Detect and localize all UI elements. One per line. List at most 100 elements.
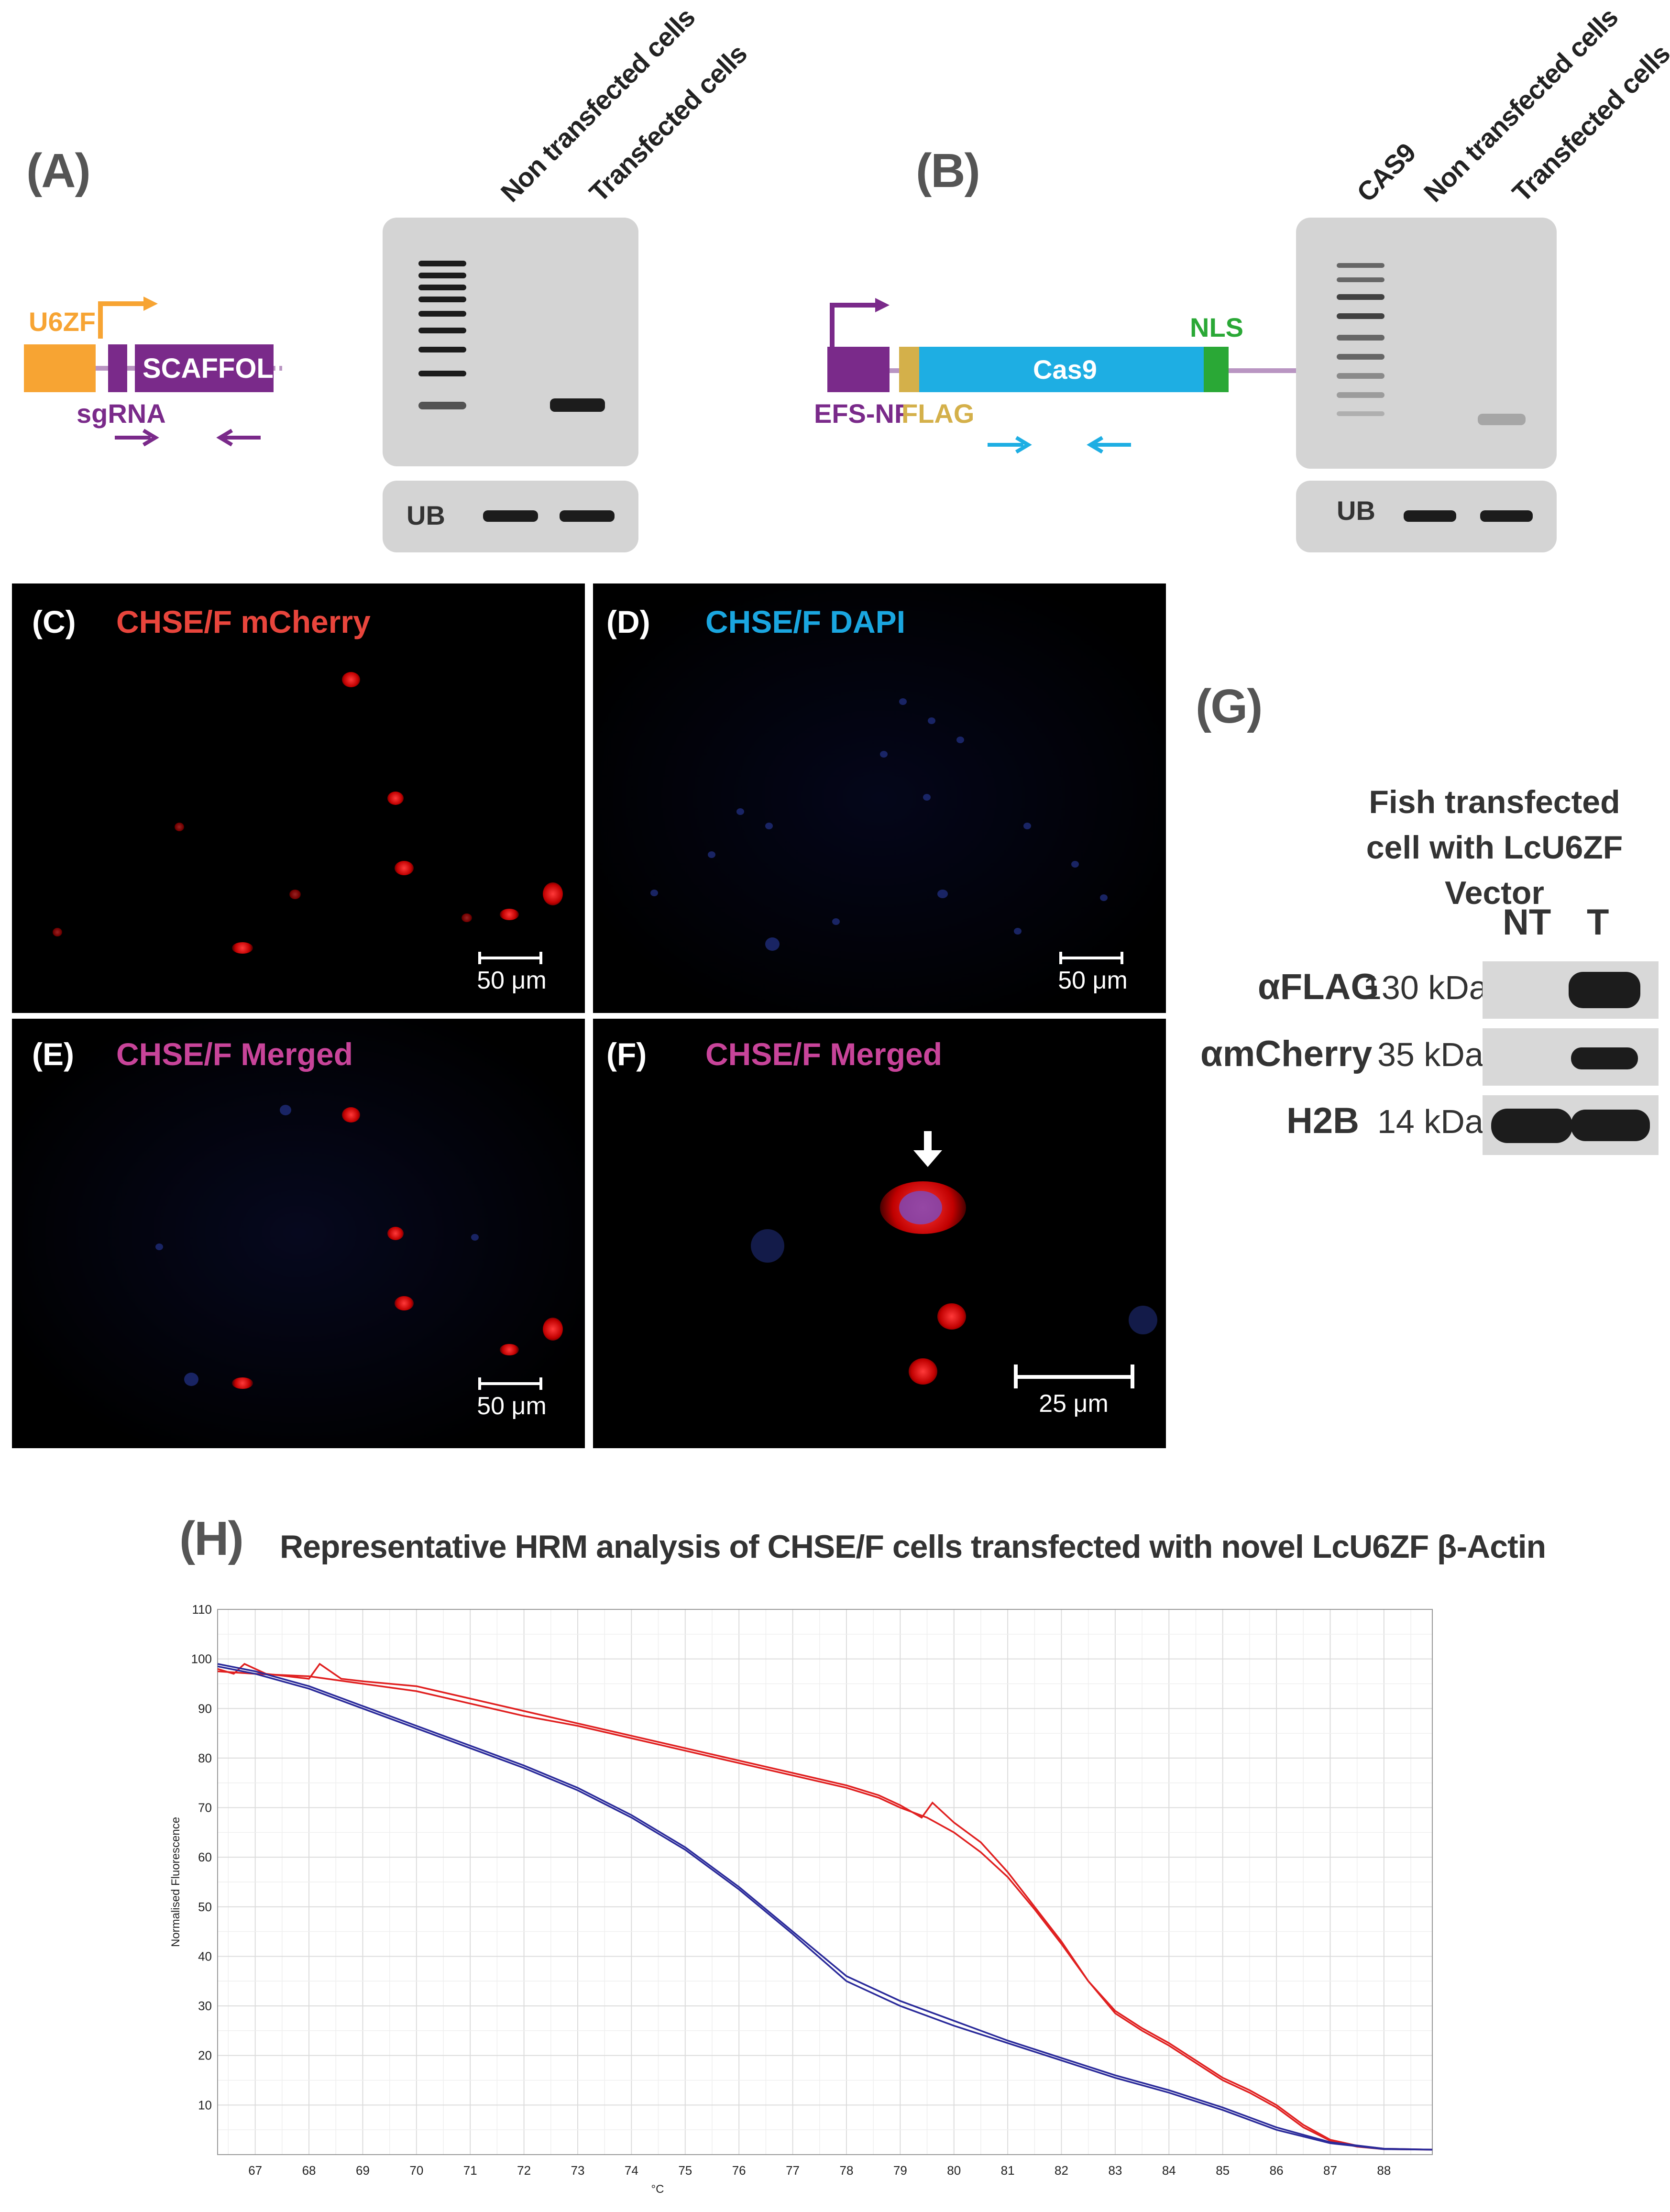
efs-nf-box <box>827 347 890 392</box>
y-axis-label: Normalised Fluorescence <box>169 1817 182 1947</box>
ub-label-a: UB <box>407 500 445 530</box>
ladder-band <box>1337 373 1384 379</box>
scale-bar-line <box>1059 957 1123 959</box>
x-tick-label: 77 <box>786 2163 800 2178</box>
forward-primer-icon <box>985 435 1033 457</box>
nucleus <box>928 717 935 724</box>
x-tick-label: 86 <box>1270 2163 1284 2178</box>
ub-gel-b <box>1296 481 1557 552</box>
plot-frame <box>217 1609 1433 2155</box>
panel-b-label: (B) <box>916 144 980 198</box>
wb-band <box>1491 1109 1572 1143</box>
y-tick-label: 40 <box>198 1949 212 1963</box>
y-tick-label: 30 <box>198 1999 212 2013</box>
x-tick-label: 83 <box>1108 2163 1122 2178</box>
cell <box>175 823 184 831</box>
lane-label-transfected-a: Transfected cells <box>583 38 753 208</box>
cell <box>232 1377 253 1389</box>
wb-blot-flag <box>1483 961 1659 1019</box>
construct-b: Cas9 NLS EFS-NF FLAG <box>814 287 1301 459</box>
ub-band <box>483 510 538 522</box>
ladder-band <box>1337 294 1384 300</box>
flag-label: FLAG <box>901 398 975 429</box>
cell <box>500 1344 519 1355</box>
wb-column-nt: NT <box>1503 902 1551 943</box>
ladder-band <box>1337 392 1384 398</box>
cell <box>342 1107 360 1123</box>
x-tick-label: 80 <box>947 2163 961 2178</box>
nucleus <box>471 1234 479 1241</box>
u6zf-label: U6ZF <box>29 307 96 337</box>
cell <box>232 942 253 954</box>
micrograph-e: (E) CHSE/F Merged 50 μm <box>12 1019 585 1448</box>
nucleus <box>923 794 931 801</box>
wb-blot-mcherry <box>1483 1028 1659 1086</box>
nucleus <box>1071 861 1079 868</box>
pcr-band-transfected <box>550 398 605 412</box>
x-tick-label: 79 <box>893 2163 907 2178</box>
y-tick-label: 20 <box>198 2048 212 2063</box>
nls-box <box>1204 347 1229 392</box>
forward-primer-icon <box>112 428 160 450</box>
panel-f-title: CHSE/F Merged <box>705 1036 943 1072</box>
nucleus <box>1014 928 1022 935</box>
y-tick-label: 110 <box>192 1602 212 1617</box>
series-line <box>217 1665 1433 2151</box>
nucleus <box>280 1105 291 1115</box>
efs-nf-label: EFS-NF <box>814 398 911 429</box>
y-tick-label: 50 <box>198 1900 212 1914</box>
nucleus <box>1100 894 1108 901</box>
nucleus <box>956 737 964 743</box>
wb-column-t: T <box>1587 902 1609 943</box>
chart-title: Representative HRM analysis of CHSE/F ce… <box>280 1529 1546 1565</box>
x-tick-label: 76 <box>732 2163 746 2178</box>
ub-band <box>1480 510 1533 522</box>
nucleus <box>765 937 780 951</box>
panel-f-label: (F) <box>606 1036 647 1072</box>
cas9-box <box>919 347 1204 392</box>
wb-title-line2: cell with LcU6ZF Vector <box>1366 829 1623 911</box>
lane-label-transfected-b: Transfected cells <box>1506 38 1670 208</box>
sgrna-label: sgRNA <box>77 398 166 429</box>
nucleus <box>832 918 840 925</box>
series-line <box>217 1663 1433 2151</box>
ladder-band <box>418 285 466 290</box>
nucleus <box>937 890 948 898</box>
ub-label-b: UB <box>1337 495 1375 526</box>
scale-bar-line <box>478 1382 542 1385</box>
ladder-band <box>1337 277 1384 282</box>
scale-bar-line <box>1014 1375 1133 1379</box>
x-tick-label: 81 <box>1001 2163 1015 2178</box>
cell <box>543 1318 563 1341</box>
panel-d-label: (D) <box>606 604 650 639</box>
x-tick-label: 85 <box>1216 2163 1230 2178</box>
ladder-band <box>418 273 466 278</box>
wb-title: Fish transfected cell with LcU6ZF Vector <box>1339 780 1650 916</box>
micrograph-d: (D) CHSE/F DAPI 50 μm <box>593 583 1166 1013</box>
x-tick-label: 73 <box>571 2163 585 2178</box>
u6zf-box <box>24 344 96 392</box>
hrm-chart: 67 68 69 70 71 72 73 74 75 76 77 78 79 80 81 82 83 84 85 86… <box>163 1588 1444 2200</box>
ladder-band <box>418 261 466 266</box>
micrograph-c: (C) CHSE/F mCherry 50 μm <box>12 583 585 1013</box>
cell <box>395 1296 414 1310</box>
cell <box>461 913 472 922</box>
nucleus <box>899 698 907 705</box>
y-tick-label: 90 <box>198 1701 212 1716</box>
ladder-band <box>418 297 466 302</box>
panel-e-label: (E) <box>32 1036 74 1072</box>
x-tick-label: 88 <box>1377 2163 1391 2178</box>
wb-row-size: 14 kDa <box>1377 1103 1483 1140</box>
ladder-band <box>1337 263 1384 268</box>
panel-c-label: (C) <box>32 604 76 639</box>
scale-bar-tick <box>1121 952 1123 964</box>
y-tick-label: 60 <box>198 1850 212 1864</box>
wb-row-size: 130 kDa <box>1363 969 1488 1006</box>
scale-label: 50 μm <box>477 1392 547 1420</box>
panel-c-title: CHSE/F mCherry <box>116 604 371 639</box>
scale-label: 50 μm <box>1058 967 1128 994</box>
nucleus <box>650 890 658 896</box>
panel-g-label: (G) <box>1196 680 1263 733</box>
wb-band <box>1571 1110 1650 1141</box>
y-tick-label: 100 <box>191 1652 212 1666</box>
